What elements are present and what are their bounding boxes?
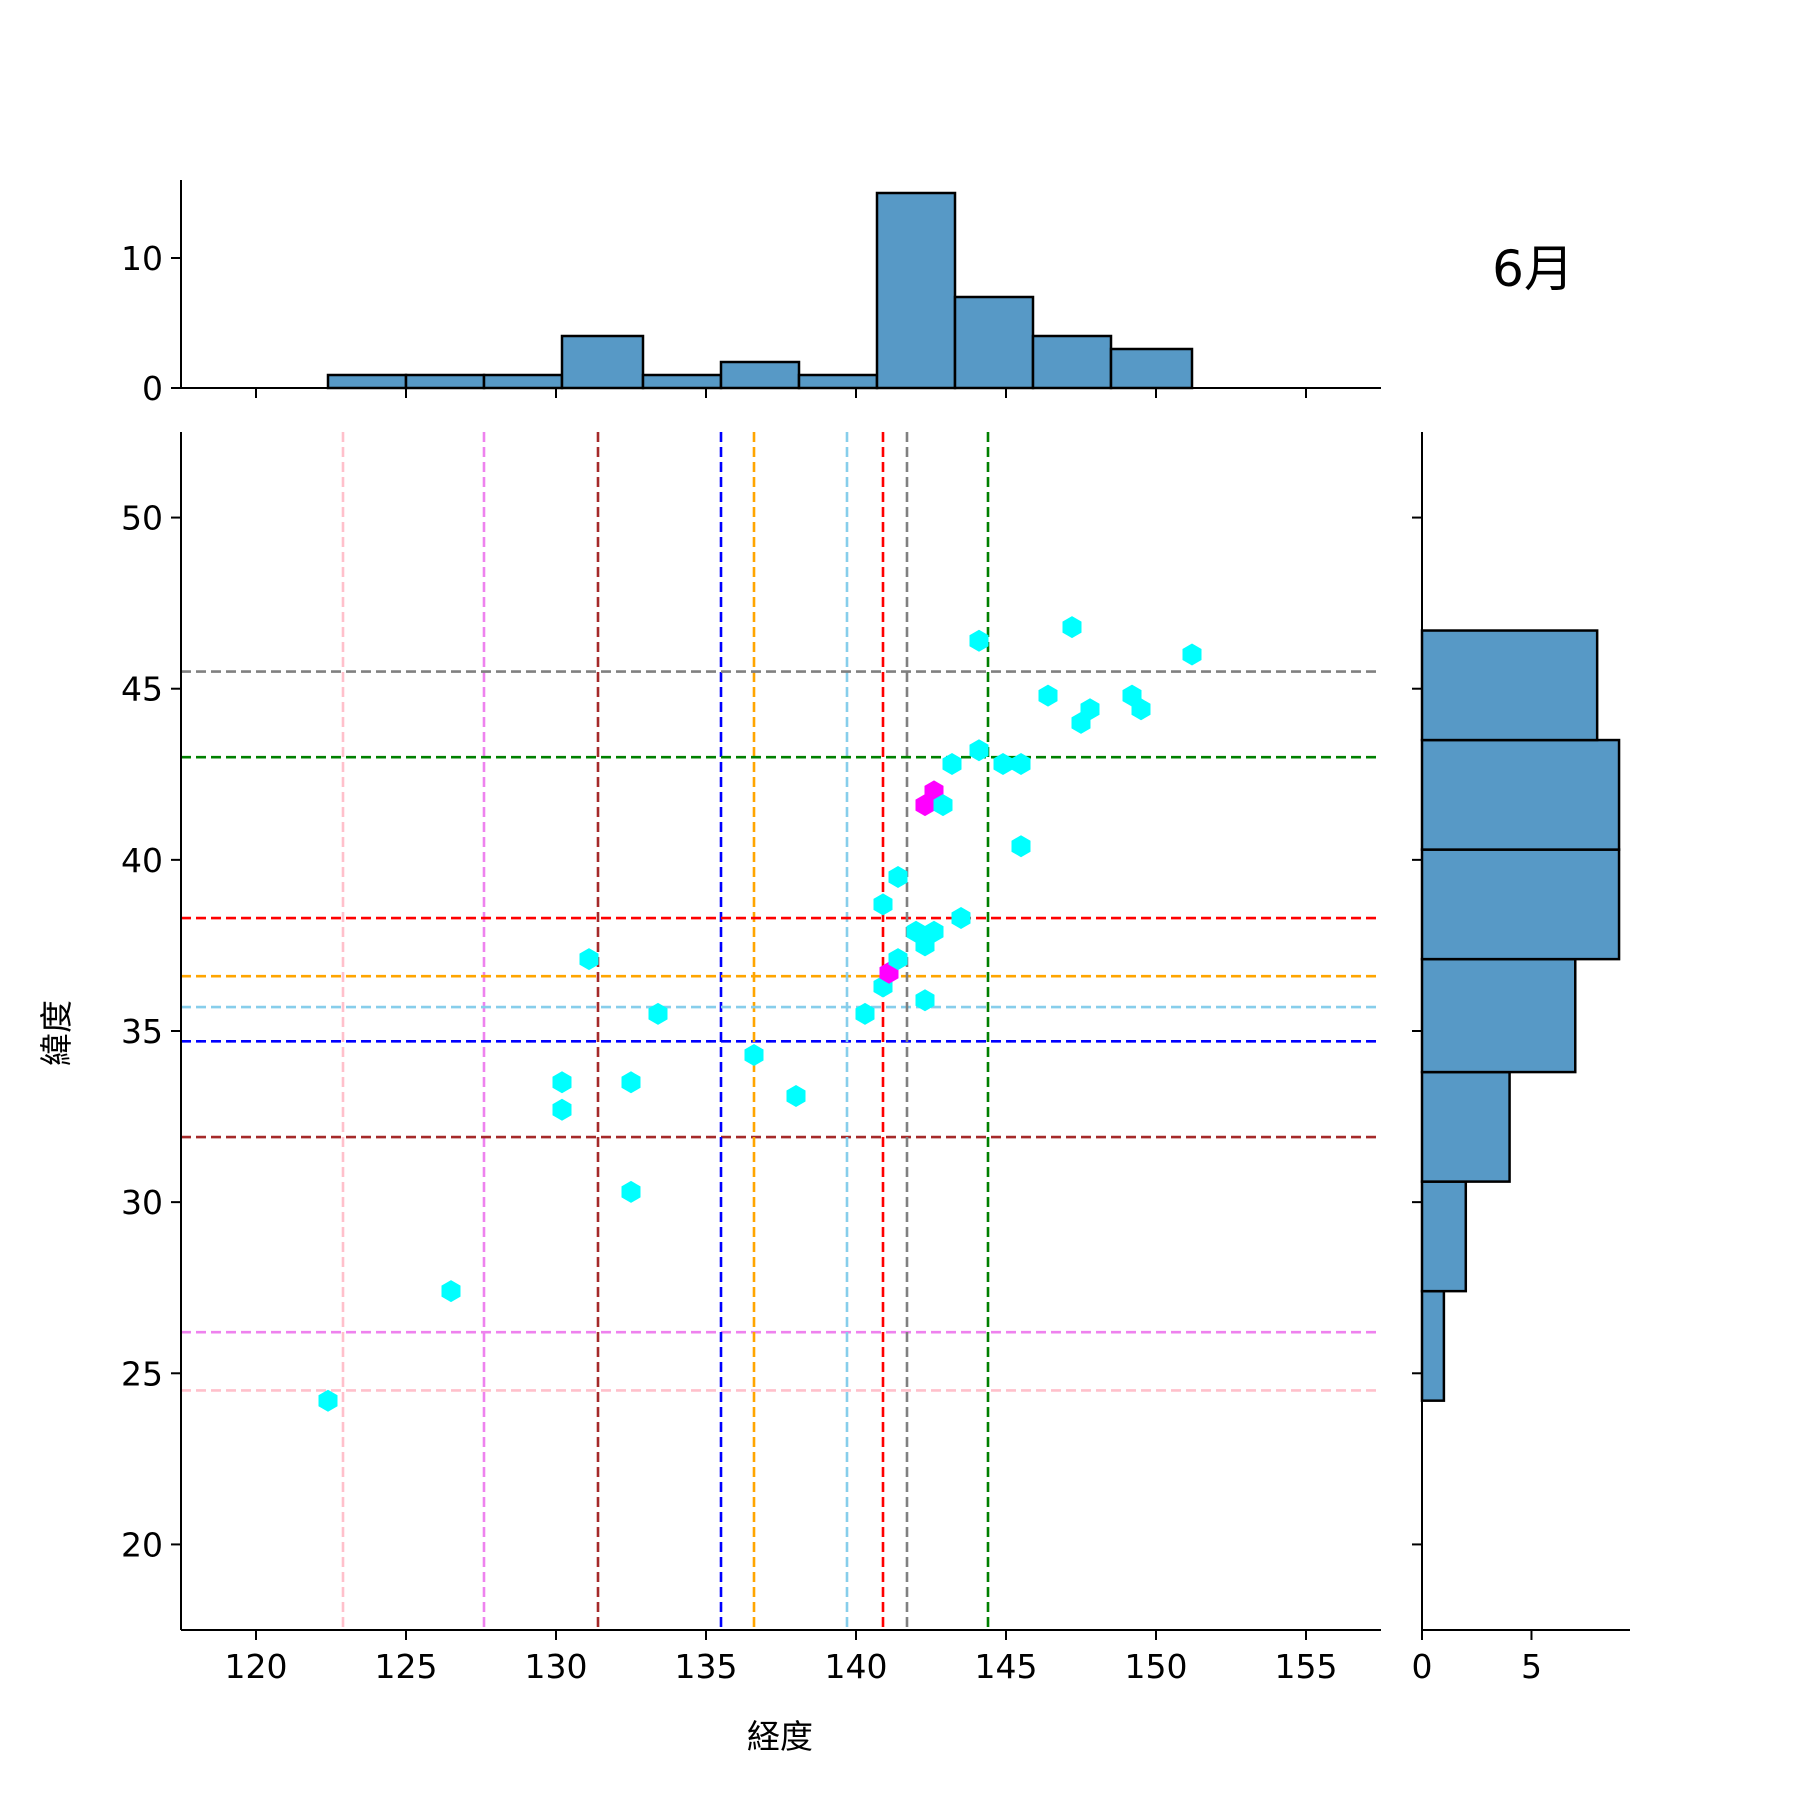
hexbin-cell xyxy=(744,1044,764,1066)
x-tick-label: 120 xyxy=(225,1647,288,1686)
hexbin-cell xyxy=(441,1280,461,1303)
hexbin-cell xyxy=(1080,698,1100,721)
right-histogram-bar xyxy=(1420,629,1599,742)
hexbin-cell xyxy=(1062,616,1082,639)
main-axes: 120 125 130 135 140 145 150 155 20 25 30 35 40 45 50 xyxy=(121,432,1381,1686)
hexbin-cell xyxy=(888,866,908,888)
y-tick-label: 35 xyxy=(121,1012,163,1051)
hexbin-cell xyxy=(969,629,989,652)
chart-title: 6月 xyxy=(1492,240,1574,298)
hexbin-cell xyxy=(933,794,953,817)
y-tick-label: 40 xyxy=(121,841,163,880)
right-histogram-bar xyxy=(1420,1070,1511,1183)
hexbin-cell xyxy=(552,1071,572,1094)
x-tick-label: 135 xyxy=(675,1647,738,1686)
hexbin-cell xyxy=(579,948,599,971)
hexbin-cell xyxy=(621,1071,641,1094)
top-histogram-bar xyxy=(404,373,486,390)
hexbin-cell xyxy=(873,893,893,916)
x-axis-label: 経度 xyxy=(747,1717,813,1756)
top-histogram-bar xyxy=(875,191,957,390)
x-tick-label: 145 xyxy=(975,1647,1038,1686)
right-x-tick-label: 5 xyxy=(1521,1647,1542,1686)
top-histogram-bar xyxy=(1031,334,1113,390)
hexbin-cell xyxy=(786,1085,806,1107)
x-tick-label: 155 xyxy=(1275,1647,1338,1686)
hexbin-cell xyxy=(888,948,908,971)
x-tick-label: 150 xyxy=(1125,1647,1188,1686)
hexbin-cell xyxy=(1131,698,1151,721)
right-histogram-bar xyxy=(1420,848,1621,961)
hexbin-cell xyxy=(1011,753,1031,775)
right-histogram-bar xyxy=(1420,738,1621,851)
x-tick-label: 125 xyxy=(375,1647,438,1686)
top-histogram-bar xyxy=(482,373,564,390)
y-axis-label: 緯度 xyxy=(37,1000,76,1066)
top-histogram-bar xyxy=(953,295,1035,390)
right-histogram-bar xyxy=(1420,957,1577,1074)
top-y-tick-label: 10 xyxy=(121,239,163,278)
x-tick-label: 140 xyxy=(825,1647,888,1686)
right-histogram-bar xyxy=(1420,1180,1468,1293)
hexbin-cell xyxy=(318,1389,338,1412)
y-tick-label: 20 xyxy=(121,1525,163,1564)
right-marginal-histogram xyxy=(1420,629,1621,1402)
hexbin-cell xyxy=(855,1002,875,1025)
y-tick-label: 50 xyxy=(121,499,163,538)
y-tick-label: 25 xyxy=(121,1354,163,1393)
top-histogram-bar xyxy=(719,360,801,390)
top-histogram-bar xyxy=(560,334,645,390)
hexbin-cell xyxy=(993,753,1013,775)
y-tick-label: 30 xyxy=(121,1183,163,1222)
top-histogram-bar xyxy=(1109,347,1194,390)
top-histogram-bar xyxy=(641,373,723,390)
top-histogram-bar xyxy=(797,373,879,390)
hexbin-cell xyxy=(621,1180,641,1203)
hexbin-layer xyxy=(318,616,1202,1412)
y-tick-label: 45 xyxy=(121,670,163,709)
top-marginal-histogram xyxy=(326,191,1194,390)
right-histogram-bar xyxy=(1420,1289,1446,1402)
x-tick-label: 130 xyxy=(525,1647,588,1686)
hexbin-cell xyxy=(1011,835,1031,858)
hexbin-cell xyxy=(951,907,971,929)
hexbin-cell xyxy=(924,920,944,943)
hexbin-cell xyxy=(969,739,989,762)
top-histogram-bar xyxy=(326,373,408,390)
right-x-tick-label: 0 xyxy=(1412,1647,1433,1686)
reference-lines xyxy=(181,432,1381,1630)
hexbin-cell xyxy=(648,1002,668,1025)
hexbin-cell xyxy=(1038,684,1058,707)
hexbin-cell xyxy=(552,1098,572,1121)
top-y-tick-label: 0 xyxy=(142,369,163,408)
hexbin-cell xyxy=(1182,643,1202,666)
hexbin-cell xyxy=(915,989,935,1012)
top-marginal-axes: 0 10 xyxy=(121,180,1381,408)
hexbin-cell xyxy=(942,753,962,775)
